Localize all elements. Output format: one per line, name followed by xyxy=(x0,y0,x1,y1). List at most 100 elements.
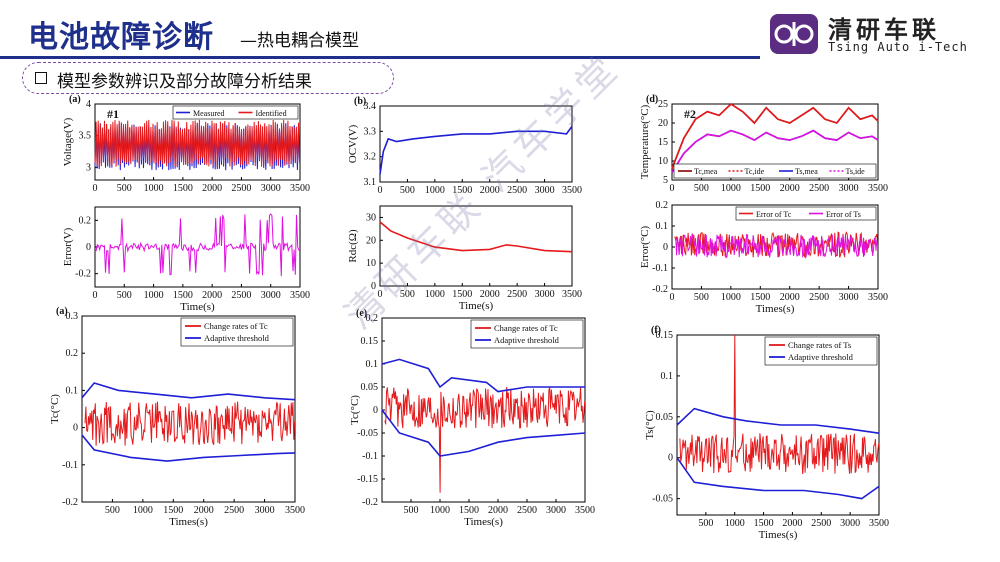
x-tick-label-b2: 500 xyxy=(400,289,415,300)
x-tick-label-a2: 3500 xyxy=(290,290,310,301)
x-tick-label-f: 500 xyxy=(698,518,713,529)
y-tick-label-e: 0 xyxy=(373,405,378,416)
x-tick-label-d2: 2500 xyxy=(809,292,829,303)
y-tick-label-d2: -0.2 xyxy=(652,284,668,295)
y-tick-label-f: 0 xyxy=(668,453,673,464)
y-tick-label-b1: 3.3 xyxy=(364,126,377,137)
y-axis-label-a3: Tc(°C) xyxy=(49,394,61,424)
x-tick-label-a3: 2000 xyxy=(194,505,214,516)
series-line-a3-0 xyxy=(84,401,296,446)
x-tick-label-d1: 3500 xyxy=(868,183,888,194)
y-tick-label-a2: 0.2 xyxy=(79,215,92,226)
panel-label-e: (e) xyxy=(356,308,367,319)
legend-entry-d2: Error of Ts xyxy=(826,210,861,219)
y-tick-label-f: -0.05 xyxy=(652,494,673,505)
x-tick-label-a2: 500 xyxy=(117,290,132,301)
series-line-a1-1 xyxy=(94,119,300,168)
y-tick-label-a3: 0.2 xyxy=(66,348,79,359)
legend-box-f xyxy=(764,336,878,366)
y-tick-label-e: -0.2 xyxy=(362,497,378,508)
y-tick-label-d2: -0.1 xyxy=(652,263,668,274)
series-line-f-1 xyxy=(676,407,880,434)
legend-box-a3 xyxy=(180,317,294,347)
series-line-f-0 xyxy=(679,334,880,475)
x-tick-label-a1: 2000 xyxy=(202,183,222,194)
y-tick-label-e: 0.2 xyxy=(366,313,379,324)
panel-label-b1: (b) xyxy=(354,96,366,107)
x-tick-label-a3: 3500 xyxy=(285,505,305,516)
series-line-e-2 xyxy=(381,409,586,457)
x-tick-label-b1: 2000 xyxy=(480,185,500,196)
y-tick-label-b1: 3.1 xyxy=(364,177,377,188)
x-tick-label-e: 1500 xyxy=(459,505,479,516)
y-tick-label-b1: 3.2 xyxy=(364,152,377,163)
y-tick-label-b1: 3.4 xyxy=(364,101,377,112)
y-tick-label-e: 0.15 xyxy=(361,336,379,347)
y-tick-label-e: 0.05 xyxy=(361,382,379,393)
x-tick-label-b1: 3000 xyxy=(535,185,555,196)
series-line-b1-0 xyxy=(379,125,573,175)
legend-entry-a3: Change rates of Tc xyxy=(204,321,268,331)
x-tick-label-e: 3500 xyxy=(575,505,595,516)
y-tick-label-b2: 10 xyxy=(366,258,376,269)
y-tick-label-d1: 5 xyxy=(663,175,668,186)
y-axis-label-d1: Temperature(°C) xyxy=(639,104,651,179)
y-tick-label-d1: 25 xyxy=(658,99,668,110)
y-axis-label-a1: Voltage(V) xyxy=(62,117,74,166)
x-tick-label-f: 3000 xyxy=(840,518,860,529)
page-subtitle: —热电耦合模型 xyxy=(240,31,359,51)
x-tick-label-b2: 1500 xyxy=(452,289,472,300)
checkbox-bullet-icon xyxy=(35,72,47,84)
plot-frame-b1 xyxy=(379,105,573,183)
x-tick-label-b2: 1000 xyxy=(425,289,445,300)
panel-label-a3: (a) xyxy=(56,306,68,317)
legend-entry-a1: Measured xyxy=(193,109,225,118)
legend-entry-d2: Error of Tc xyxy=(756,210,792,219)
y-axis-label-b2: Rdc(Ω) xyxy=(347,229,359,263)
x-tick-label-a2: 1500 xyxy=(173,290,193,301)
y-tick-label-b2: 30 xyxy=(366,212,376,223)
legend-box-e xyxy=(470,319,584,349)
x-tick-label-d2: 0 xyxy=(670,292,675,303)
x-axis-label-b2: Time(s) xyxy=(459,300,494,312)
y-tick-label-a3: 0.3 xyxy=(66,311,79,322)
logo-mark-icon xyxy=(770,14,818,54)
y-tick-label-e: 0.1 xyxy=(366,359,379,370)
legend-entry-a1: Identified xyxy=(256,109,287,118)
x-tick-label-a1: 500 xyxy=(117,183,132,194)
y-tick-label-a2: 0 xyxy=(86,242,91,253)
y-tick-label-d2: 0.2 xyxy=(656,200,669,211)
x-tick-label-e: 2000 xyxy=(488,505,508,516)
legend-entry-d1: Ts,ide xyxy=(846,167,866,176)
y-tick-label-b2: 20 xyxy=(366,235,376,246)
x-tick-label-a1: 1000 xyxy=(144,183,164,194)
y-tick-label-b2: 0 xyxy=(371,281,376,292)
section-title: 模型参数辨识及部分故障分析结果 xyxy=(57,72,312,92)
x-tick-label-b2: 3000 xyxy=(535,289,555,300)
x-tick-label-e: 3000 xyxy=(546,505,566,516)
x-tick-label-f: 2500 xyxy=(811,518,831,529)
x-axis-label-e: Times(s) xyxy=(464,516,503,528)
series-line-e-1 xyxy=(381,358,585,393)
y-tick-label-d2: 0.1 xyxy=(656,221,669,232)
title-underline xyxy=(0,56,760,59)
x-tick-label-b1: 3500 xyxy=(562,185,582,196)
x-tick-label-a3: 1000 xyxy=(133,505,153,516)
panel-label-a1: (a) xyxy=(69,94,81,105)
legend-entry-a3: Adaptive threshold xyxy=(204,333,270,343)
y-axis-label-a2: Error(V) xyxy=(62,227,74,266)
x-tick-label-a3: 500 xyxy=(105,505,120,516)
x-tick-label-b1: 2500 xyxy=(507,185,527,196)
x-tick-label-d1: 1500 xyxy=(750,183,770,194)
x-tick-label-e: 500 xyxy=(404,505,419,516)
x-tick-label-d2: 3000 xyxy=(839,292,859,303)
x-tick-label-d2: 1500 xyxy=(750,292,770,303)
legend-entry-f: Adaptive threshold xyxy=(788,352,854,362)
x-tick-label-a2: 2500 xyxy=(231,290,251,301)
series-line-a2-0 xyxy=(94,213,301,277)
x-tick-label-b1: 1000 xyxy=(425,185,445,196)
x-tick-label-a2: 1000 xyxy=(144,290,164,301)
x-tick-label-b1: 1500 xyxy=(452,185,472,196)
panel-label-d1: (d) xyxy=(646,94,658,105)
